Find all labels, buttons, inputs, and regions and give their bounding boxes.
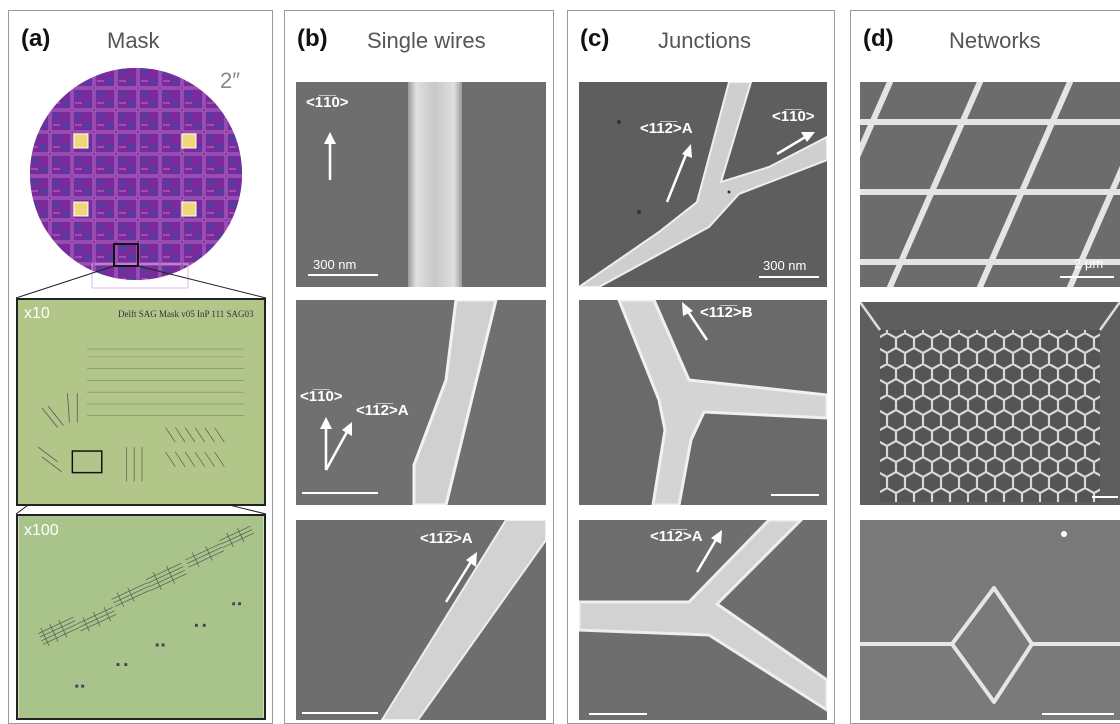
scale-bar-label: 2 μm: [1074, 256, 1104, 271]
sem-junction-tri: [579, 300, 827, 505]
mask-x100-image: [16, 514, 266, 720]
panel-label: (d): [863, 25, 894, 52]
crystal-direction-label: <11̅2̅>A: [640, 120, 693, 137]
sem-network-honeycomb: [860, 302, 1120, 505]
wafer-image: [28, 66, 248, 292]
crystal-direction-label: <11̅2̅>A: [650, 528, 703, 545]
crystal-direction-label: <1̅1̅0>: [772, 108, 815, 125]
sem-single-wire-zigzag: [296, 300, 546, 505]
scale-bar-label: 300 nm: [313, 257, 357, 272]
sem-network-diamond-grid: [860, 82, 1120, 287]
panel-label: (b): [297, 25, 328, 52]
panel-title: Single wires: [367, 28, 486, 53]
sem-network-single-diamond: [860, 520, 1120, 720]
crystal-direction-label: <1̅1̅0>: [300, 388, 343, 405]
panel-label: (c): [580, 25, 610, 52]
crystal-direction-label: <11̅2̅>A: [420, 530, 473, 547]
crystal-direction-label: <11̅2̅>A: [356, 402, 409, 419]
sem-single-wire-diagonal: [296, 520, 546, 720]
panel-title: Junctions: [658, 28, 751, 53]
sem-single-wire-straight: [296, 82, 546, 287]
zoom-label-x100: x100: [24, 522, 59, 539]
sem-junction-t: [579, 520, 827, 720]
scale-bar-label: 300 nm: [763, 258, 807, 273]
zoom-label-x10: x10: [24, 305, 50, 322]
wafer-size-label: 2″: [220, 68, 241, 93]
crystal-direction-label: <1̅1̅0>: [306, 94, 349, 111]
panel-title: Mask: [107, 28, 160, 53]
mask-x10-image: [16, 298, 266, 506]
mask-text: Delft SAG Mask v05 InP 111 SAG03: [118, 309, 254, 319]
panel-title: Networks: [949, 28, 1041, 53]
crystal-direction-label: <11̅2̅>B: [700, 304, 753, 321]
panel-label: (a): [21, 25, 51, 52]
sem-junction-fork: [579, 82, 827, 287]
